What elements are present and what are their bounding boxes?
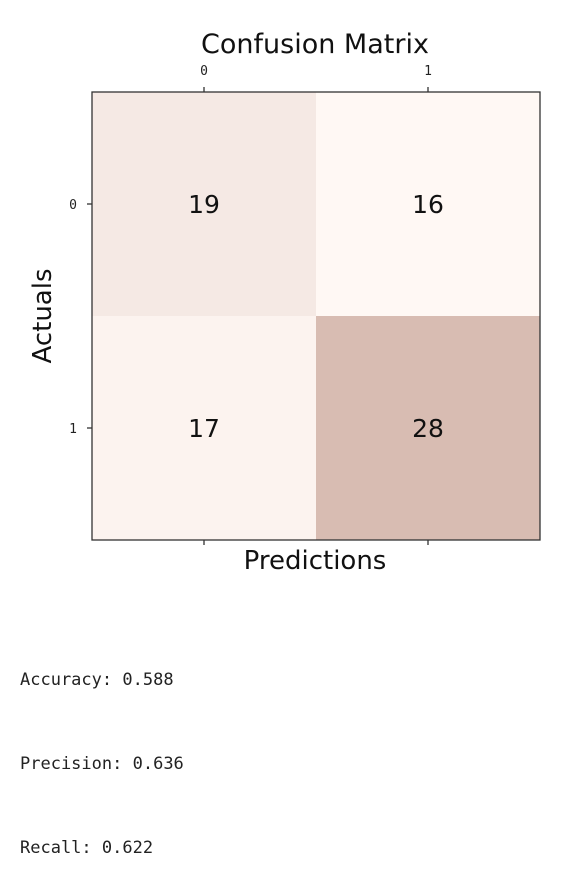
plot-frame (91, 91, 541, 541)
accuracy-value: 0.588 (122, 670, 174, 690)
recall-label: Recall (20, 838, 82, 858)
accuracy-label: Accuracy (20, 670, 102, 690)
x-axis-label: Predictions (244, 546, 387, 576)
matrix-cell-1-1 (316, 316, 540, 540)
matrix-cell-0-1 (316, 92, 540, 316)
precision-value: 0.636 (132, 754, 184, 774)
cell-value-label-1-1: 28 (412, 414, 444, 443)
cell-value-label-0-1: 16 (412, 190, 444, 219)
cell-value-label-1-0: 17 (188, 414, 220, 443)
recall-line: Recall: 0.622 (20, 838, 154, 858)
y-tick-label-0: 0 (69, 198, 77, 213)
y-tick-label-1: 1 (69, 422, 77, 437)
matrix-cell-0-0 (92, 92, 316, 316)
chart-title: Confusion Matrix (201, 29, 429, 60)
x-tick-label-0: 0 (200, 64, 208, 79)
recall-value: 0.622 (101, 838, 154, 858)
y-axis-label: Actuals (28, 269, 58, 364)
x-tick-label-1: 1 (424, 64, 432, 79)
confusion-matrix-chart: Confusion Matrix 19 16 17 28 0 1 0 1 Predictio… (28, 29, 541, 576)
accuracy-line: Accuracy: 0.588 (20, 670, 174, 690)
precision-label: Precision (20, 754, 113, 774)
cell-value-label-0-0: 19 (188, 190, 220, 219)
precision-line: Precision: 0.636 (20, 754, 184, 774)
metrics-output: Accuracy: 0.588 Precision: 0.636 Recall:… (20, 610, 184, 890)
matrix-cell-1-0 (92, 316, 316, 540)
